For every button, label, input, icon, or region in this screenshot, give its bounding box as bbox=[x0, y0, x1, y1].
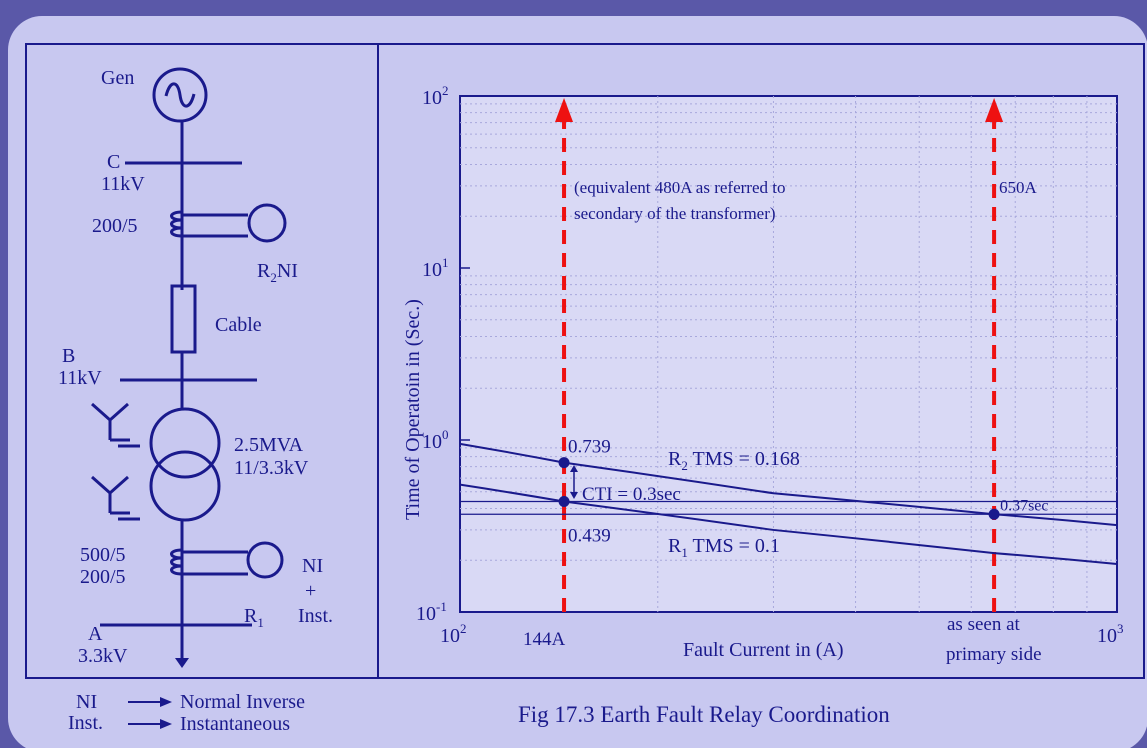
bus-a-name: A bbox=[88, 623, 103, 645]
content-border bbox=[25, 43, 1145, 679]
relay-r1-type: NI bbox=[302, 555, 323, 577]
relay-curves bbox=[459, 442, 1118, 566]
y-tick-exponent: 1 bbox=[442, 255, 449, 270]
transformer-winding-primary bbox=[149, 407, 221, 479]
arrow-up-icon bbox=[985, 98, 1004, 122]
series-r1-rest: TMS = 0.1 bbox=[688, 535, 780, 557]
series-r2-letter: R bbox=[668, 448, 682, 470]
relay-r2-label: R2NI bbox=[257, 260, 298, 285]
x-tick-exponent: 3 bbox=[1117, 621, 1124, 636]
legend-abbr-ni: NI bbox=[76, 691, 97, 713]
relay-r1-letter: R bbox=[244, 605, 258, 627]
transformer-voltage: 11/3.3kV bbox=[234, 457, 309, 479]
series-r2-subscript: 2 bbox=[681, 458, 688, 473]
operating-point bbox=[558, 495, 570, 507]
relay-curve-r2 bbox=[459, 442, 1118, 527]
relay-r1-subscript: 1 bbox=[257, 615, 264, 630]
arrow-up-icon bbox=[555, 98, 574, 122]
series-r1-subscript: 1 bbox=[681, 545, 688, 560]
ct-a-ratio-1: 500/5 bbox=[80, 544, 126, 566]
ref-label-650a-line2: primary side bbox=[946, 644, 1042, 665]
relay-curve-r1 bbox=[459, 483, 1118, 566]
relay-r1-label: R1 bbox=[244, 605, 264, 630]
ref-note-144a-line1: (equivalent 480A as referred to bbox=[574, 178, 785, 197]
bus-b-voltage: 11kV bbox=[58, 367, 102, 389]
star-earthed-icon bbox=[91, 402, 140, 448]
ct-c-ratio: 200/5 bbox=[92, 215, 138, 237]
y-axis-label: Time of Operatoin in (Sec.) bbox=[402, 299, 424, 520]
arrow-down-icon bbox=[570, 492, 578, 499]
gen-label: Gen bbox=[101, 67, 134, 89]
y-tick-label: 102 bbox=[422, 83, 449, 109]
x-tick-base: 10 bbox=[440, 625, 460, 647]
ref-note-650a: 650A bbox=[999, 178, 1038, 197]
relay-r2-subscript: 2 bbox=[270, 270, 277, 285]
relay-r1-inst: Inst. bbox=[298, 605, 333, 627]
transformer-rating: 2.5MVA bbox=[234, 434, 304, 456]
arrow-right-icon bbox=[160, 719, 172, 729]
cable-label: Cable bbox=[215, 314, 262, 336]
x-axis-label: Fault Current in (A) bbox=[683, 639, 844, 661]
sine-wave-icon bbox=[164, 82, 196, 108]
y-tick-base: 10 bbox=[416, 603, 436, 625]
legend-abbr-inst: Inst. bbox=[68, 712, 103, 734]
y-tick-base: 10 bbox=[422, 87, 442, 109]
operating-point-label: 0.739 bbox=[568, 437, 611, 458]
legend-meaning-ni: Normal Inverse bbox=[180, 691, 305, 713]
x-tick-exponent: 2 bbox=[460, 621, 467, 636]
series-r1-letter: R bbox=[668, 535, 682, 557]
generator-symbol bbox=[152, 67, 208, 123]
y-tick-label: 101 bbox=[422, 255, 449, 281]
operating-point-label: 0.37sec bbox=[1000, 497, 1048, 514]
plot-area bbox=[459, 95, 1118, 613]
series-r1-label: R1 TMS = 0.1 bbox=[668, 535, 780, 560]
y-tick-label: 100 bbox=[422, 427, 449, 453]
y-tick-base: 10 bbox=[422, 259, 442, 281]
arrow-right-icon bbox=[160, 697, 172, 707]
ref-label-144a: 144A bbox=[523, 629, 566, 650]
bus-c-name: C bbox=[107, 151, 120, 173]
arrow-up-icon bbox=[570, 465, 578, 472]
relay-r1-plus: + bbox=[305, 580, 316, 602]
y-tick-exponent: 2 bbox=[442, 83, 449, 98]
operating-points: 0.739 0.439 0.37sec bbox=[558, 437, 1049, 546]
y-tick-exponent: -1 bbox=[436, 599, 447, 614]
operating-point bbox=[988, 508, 1000, 520]
y-tick-base: 10 bbox=[422, 431, 442, 453]
single-line-labels: Gen C 11kV 200/5 R2NI Cable B 11kV 2.5MV… bbox=[58, 67, 333, 667]
relay-r1-symbol bbox=[246, 541, 284, 579]
star-earthed-icon bbox=[91, 475, 140, 521]
ref-label-650a-line1: as seen at bbox=[947, 614, 1021, 635]
ct-a-ratio-2: 200/5 bbox=[80, 566, 126, 588]
x-tick-label: 102 bbox=[440, 621, 467, 647]
load-arrow-icon bbox=[175, 658, 189, 668]
bus-c-voltage: 11kV bbox=[101, 173, 145, 195]
relay-r2-type: NI bbox=[277, 260, 298, 282]
bus-b-name: B bbox=[62, 345, 75, 367]
legend-meaning-inst: Instantaneous bbox=[180, 713, 290, 735]
ct-a-coil-icon bbox=[170, 548, 183, 576]
ct-c-coil-icon bbox=[170, 210, 183, 238]
series-r2-rest: TMS = 0.168 bbox=[688, 448, 800, 470]
x-tick-base: 10 bbox=[1097, 625, 1117, 647]
grid-lines bbox=[460, 96, 1117, 612]
legend: NI Normal Inverse Inst. Instantaneous bbox=[68, 691, 305, 735]
operating-point bbox=[558, 457, 570, 469]
relay-r2-symbol bbox=[247, 203, 287, 243]
transformer-winding-secondary bbox=[149, 450, 221, 522]
figure-caption: Fig 17.3 Earth Fault Relay Coordination bbox=[518, 702, 890, 727]
bus-a-voltage: 3.3kV bbox=[78, 645, 128, 667]
y-tick-exponent: 0 bbox=[442, 427, 449, 442]
operating-point-label: 0.439 bbox=[568, 525, 611, 546]
relay-r2-letter: R bbox=[257, 260, 271, 282]
series-r2-label: R2 TMS = 0.168 bbox=[668, 448, 800, 473]
single-line-diagram bbox=[91, 67, 287, 668]
ref-note-144a-line2: secondary of the transformer) bbox=[574, 204, 776, 223]
x-tick-label: 103 bbox=[1097, 621, 1124, 647]
cti-label: CTI = 0.3sec bbox=[582, 484, 681, 505]
y-tick-label: 10-1 bbox=[416, 599, 447, 625]
